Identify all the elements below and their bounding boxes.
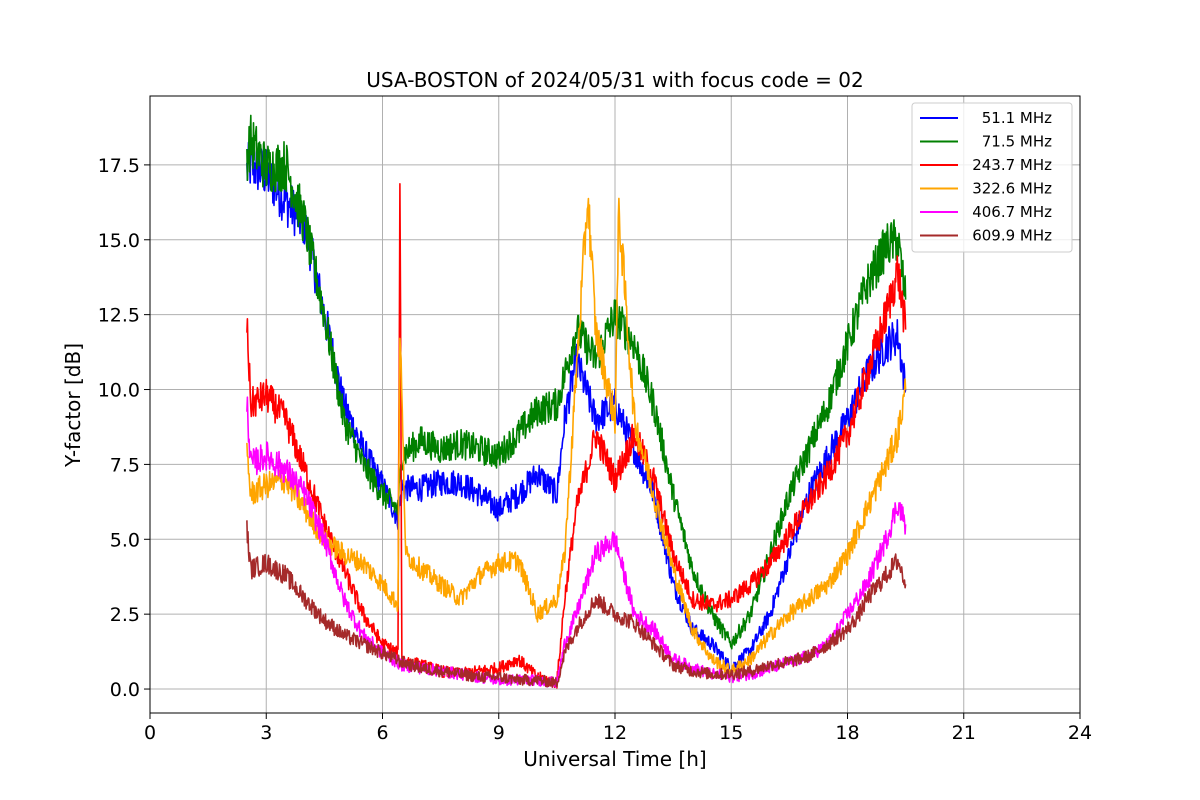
legend: 51.1 MHz 71.5 MHz 243.7 MHz 322.6 MHz 406.7 … [911,102,1073,253]
y-tick-label: 10.0 [98,380,140,402]
y-tick-label: 5.0 [110,529,140,551]
x-tick-label: 18 [835,722,859,744]
y-axis-label: Y-factor [dB] [61,343,85,468]
y-axis: 0.0 2.5 5.0 7.5 10.0 12.5 15.0 17.5 [98,155,150,701]
y-tick-label: 0.0 [110,679,140,701]
legend-entry-label: 51.1 MHz [982,109,1052,127]
x-axis-label: Universal Time [h] [523,747,706,771]
series-line-4 [246,197,907,678]
x-tick-label: 24 [1068,722,1092,744]
y-tick-label: 7.5 [110,454,140,476]
x-tick-label: 21 [952,722,976,744]
legend-entry-label: 406.7 MHz [972,203,1052,221]
legend-entry-label: 609.9 MHz [972,227,1052,245]
x-tick-label: 9 [493,722,505,744]
x-tick-label: 15 [719,722,743,744]
plot-series [246,114,907,689]
series-line-3 [246,183,907,689]
y-tick-label: 15.0 [98,230,140,252]
series-line-2 [246,114,907,650]
y-tick-label: 17.5 [98,155,140,177]
x-axis: 0 3 6 9 12 15 18 21 24 [144,713,1092,744]
x-tick-label: 6 [376,722,388,744]
y-tick-label: 2.5 [110,604,140,626]
chart-title: USA-BOSTON of 2024/05/31 with focus code… [366,68,863,92]
legend-entry-label: 243.7 MHz [972,156,1052,174]
series-line-6 [246,520,907,688]
x-tick-label: 0 [144,722,156,744]
y-tick-label: 12.5 [98,305,140,327]
legend-box [911,102,1073,253]
legend-entry-label: 322.6 MHz [972,180,1052,198]
legend-entry-label: 71.5 MHz [982,133,1052,151]
x-tick-label: 12 [603,722,627,744]
x-tick-label: 3 [260,722,272,744]
